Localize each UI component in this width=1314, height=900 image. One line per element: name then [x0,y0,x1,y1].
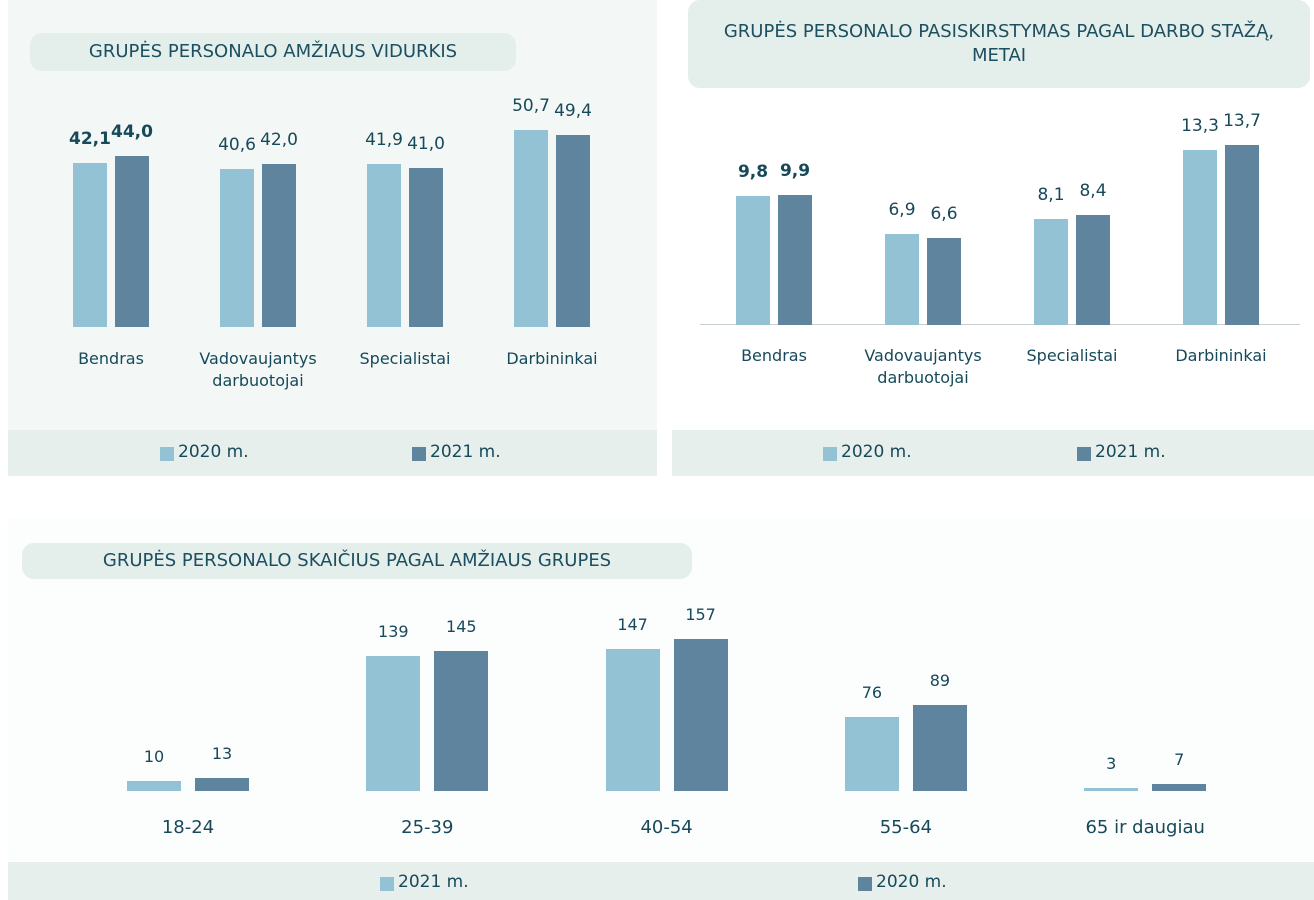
x-tick-label: Specialistai [359,349,451,368]
data-label: 76 [861,683,883,703]
data-label: 7 [1174,750,1185,770]
data-label: 9,9 [779,160,811,181]
data-label: 41,0 [407,133,445,154]
legend-label: 2021 m. [398,872,469,892]
x-tick-label: 40-54 [640,817,693,838]
data-label: 9,8 [737,162,769,183]
bar [556,135,590,327]
x-tick-label: Bendras [741,346,807,365]
bar [195,778,249,791]
bar [885,234,919,325]
data-label: 13 [211,744,233,764]
x-tick-label: Darbininkai [1175,346,1267,365]
data-label: 42,0 [260,129,298,150]
data-label: 6,6 [930,204,958,225]
bar [844,717,899,791]
legend-label: 2021 m. [1095,442,1166,462]
bar [1152,784,1207,791]
bar [778,194,812,325]
data-label: 13,3 [1181,116,1219,137]
legend-swatch [858,877,872,891]
bar [1034,218,1068,325]
bar [73,163,107,327]
baseline [700,324,1300,325]
data-label: 139 [378,622,409,642]
legend-strip [8,862,1314,900]
chart-title: GRUPĖS PERSONALO AMŽIAUS VIDURKIS [30,33,516,71]
panel [8,518,1314,900]
bar [367,164,401,327]
x-tick-label: Vadovaujantys darbuotojai [199,349,317,390]
bar [409,167,443,327]
legend-swatch [412,447,426,461]
chart-title: GRUPĖS PERSONALO PASISKIRSTYMAS PAGAL DA… [688,0,1310,88]
bar [1084,788,1139,791]
legend-label: 2020 m. [178,442,249,462]
x-tick-label: 65 ir daugiau [1085,817,1205,838]
x-tick-label: 25-39 [401,817,454,838]
data-label: 147 [617,614,648,634]
x-tick-label: Vadovaujantys darbuotojai [864,346,982,387]
legend-label: 2020 m. [876,872,947,892]
bar [605,648,660,791]
data-label: 42,1 [69,129,111,150]
bar [673,639,728,791]
bar [912,704,967,791]
bar [514,130,548,327]
bar [434,650,489,791]
bar [262,163,296,327]
data-label: 6,9 [888,200,916,221]
legend-swatch [160,447,174,461]
data-label: 157 [685,605,716,624]
x-tick-label: 55-64 [879,817,933,838]
x-tick-label: 18-24 [161,817,215,838]
bar [115,156,149,327]
data-label: 40,6 [218,135,256,156]
bar [1183,150,1217,325]
bar [927,238,961,325]
data-label: 49,4 [554,101,592,122]
data-label: 8,4 [1079,180,1107,201]
data-label: 3 [1106,754,1117,774]
data-label: 50,7 [512,96,550,116]
x-tick-label: Darbininkai [506,349,598,368]
x-tick-label: Bendras [78,349,144,368]
bar [736,196,770,325]
data-label: 41,9 [365,130,403,151]
bar [366,656,421,791]
data-label: 44,0 [111,122,153,143]
data-label: 13,7 [1223,111,1261,131]
bar [1076,214,1110,325]
legend-swatch [380,877,394,891]
bar [127,781,181,791]
data-label: 8,1 [1037,184,1065,205]
x-tick-label: Specialistai [1026,346,1118,365]
data-label: 10 [143,747,165,767]
data-label: 145 [446,616,477,636]
legend-swatch [1077,447,1091,461]
data-label: 89 [929,670,951,690]
bar [220,169,254,327]
legend-strip [8,430,657,476]
chart-title: GRUPĖS PERSONALO SKAIČIUS PAGAL AMŽIAUS … [22,543,692,579]
legend-strip [672,430,1314,476]
bar [1225,145,1259,325]
legend-label: 2020 m. [841,442,912,462]
legend-label: 2021 m. [430,442,501,462]
legend-swatch [823,447,837,461]
